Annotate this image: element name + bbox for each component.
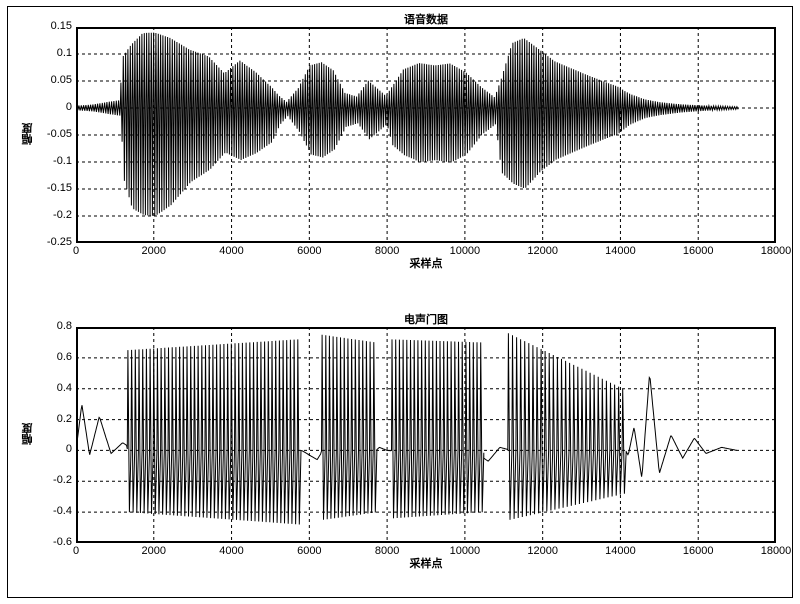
ytick-label: -0.2 xyxy=(24,209,72,221)
ytick-label: 0.2 xyxy=(24,413,72,425)
xtick-label: 16000 xyxy=(673,545,723,557)
panel-bottom: 电声门图 幅度 采样点 -0.6-0.4-0.200.20.40.60.8020… xyxy=(76,327,776,583)
ytick-label: 0.4 xyxy=(24,382,72,394)
ytick-label: 0.1 xyxy=(24,47,72,59)
xtick-label: 14000 xyxy=(595,245,645,257)
chart-title-top: 语音数据 xyxy=(76,11,776,27)
xtick-label: 6000 xyxy=(284,545,334,557)
xtick-label: 10000 xyxy=(440,545,490,557)
ylabel-bottom: 幅度 xyxy=(20,423,36,445)
ytick-label: -0.05 xyxy=(24,128,72,140)
xtick-label: 8000 xyxy=(362,545,412,557)
xtick-label: 2000 xyxy=(129,545,179,557)
xtick-label: 10000 xyxy=(440,245,490,257)
ytick-label: 0.8 xyxy=(24,320,72,332)
xtick-label: 6000 xyxy=(284,245,334,257)
ytick-label: 0.6 xyxy=(24,351,72,363)
xlabel-top: 采样点 xyxy=(76,255,776,271)
xtick-label: 2000 xyxy=(129,245,179,257)
xtick-label: 14000 xyxy=(595,545,645,557)
xtick-label: 16000 xyxy=(673,245,723,257)
xtick-label: 18000 xyxy=(751,245,800,257)
xtick-label: 8000 xyxy=(362,245,412,257)
plot-svg-top xyxy=(76,27,776,243)
panel-top: 语音数据 幅度 采样点 -0.25-0.2-0.15-0.1-0.0500.05… xyxy=(76,27,776,283)
ytick-label: 0.15 xyxy=(24,20,72,32)
plot-svg-bottom xyxy=(76,327,776,543)
xlabel-bottom: 采样点 xyxy=(76,555,776,571)
ytick-label: -0.4 xyxy=(24,505,72,517)
xtick-label: 12000 xyxy=(518,245,568,257)
xtick-label: 4000 xyxy=(207,545,257,557)
xtick-label: 0 xyxy=(51,245,101,257)
ytick-label: 0 xyxy=(24,101,72,113)
xtick-label: 0 xyxy=(51,545,101,557)
ytick-label: 0 xyxy=(24,443,72,455)
figure-frame: 语音数据 幅度 采样点 -0.25-0.2-0.15-0.1-0.0500.05… xyxy=(7,6,793,598)
ytick-label: -0.2 xyxy=(24,474,72,486)
xtick-label: 18000 xyxy=(751,545,800,557)
ytick-label: -0.1 xyxy=(24,155,72,167)
ytick-label: -0.15 xyxy=(24,182,72,194)
xtick-label: 12000 xyxy=(518,545,568,557)
ytick-label: 0.05 xyxy=(24,74,72,86)
chart-title-bottom: 电声门图 xyxy=(76,311,776,327)
xtick-label: 4000 xyxy=(207,245,257,257)
